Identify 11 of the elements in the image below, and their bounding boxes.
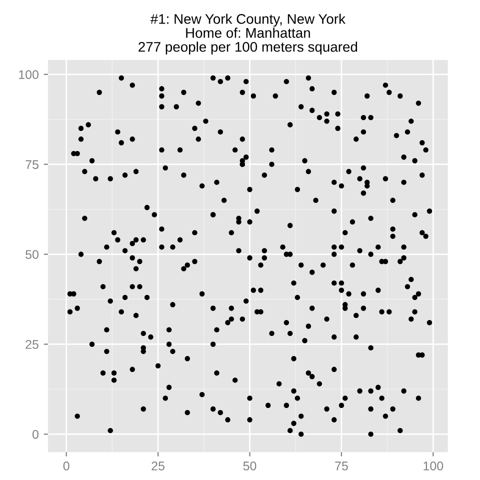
chart-title: #1: New York County, New York Home of: Manhattan 277 people per 100 meters squared (138, 14, 358, 55)
y-tick-label: 100 (19, 70, 38, 80)
y-tick-label: 75 (26, 160, 38, 169)
x-tick-label: 75 (335, 462, 348, 470)
x-tick-label: 50 (243, 462, 256, 470)
x-tick-label: 25 (152, 462, 164, 470)
x-tick-label: 100 (424, 462, 444, 470)
y-tick-label: 50 (26, 250, 38, 259)
x-tick-label: 0 (63, 462, 70, 470)
y-tick-label: 25 (26, 340, 38, 349)
y-tick-label: 0 (32, 430, 38, 439)
